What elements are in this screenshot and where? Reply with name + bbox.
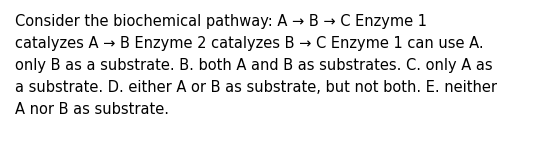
Text: a substrate. D. either A or B as substrate, but not both. E. neither: a substrate. D. either A or B as substra…: [15, 80, 497, 95]
Text: Consider the biochemical pathway: A → B → C Enzyme 1: Consider the biochemical pathway: A → B …: [15, 14, 427, 29]
Text: catalyzes A → B Enzyme 2 catalyzes B → C Enzyme 1 can use A.: catalyzes A → B Enzyme 2 catalyzes B → C…: [15, 36, 484, 51]
Text: only B as a substrate. B. both A and B as substrates. C. only A as: only B as a substrate. B. both A and B a…: [15, 58, 493, 73]
Text: A nor B as substrate.: A nor B as substrate.: [15, 102, 169, 117]
